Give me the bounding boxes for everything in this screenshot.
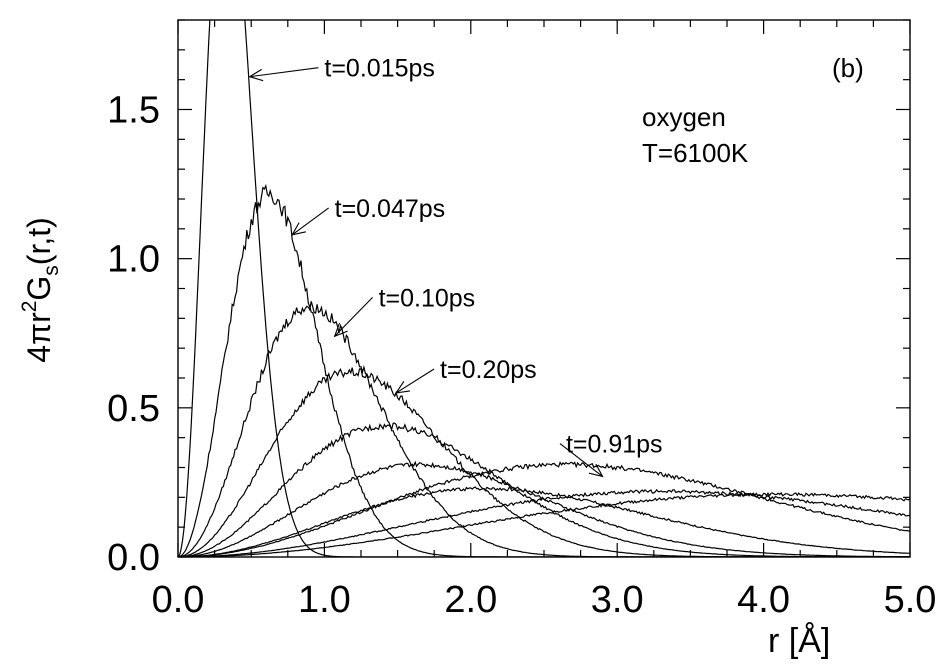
y-title-pre: 4πr	[21, 312, 57, 363]
x-tick-label: 5.0	[884, 579, 937, 621]
y-tick-label: 1.0	[107, 239, 160, 281]
annotation-label: t=0.20ps	[440, 356, 537, 384]
van-hove-curve	[178, 460, 910, 557]
annotation-arrow	[249, 67, 319, 78]
x-axis-title: r [Å]	[768, 622, 830, 660]
van-hove-curve	[178, 486, 910, 557]
x-tick-label: 2.0	[444, 579, 497, 621]
annotation-label: t=0.10ps	[379, 284, 476, 312]
y-title-sup: 2	[18, 301, 41, 313]
van-hove-curve	[178, 461, 910, 557]
species-label: oxygen	[642, 102, 726, 132]
y-title-post: (r,t)	[21, 217, 57, 265]
annotation-arrow	[334, 297, 373, 337]
panel-label: (b)	[832, 53, 864, 83]
curve-series	[178, 20, 910, 557]
annotation-arrow	[395, 368, 435, 394]
axis-ticks: 0.0 1.0 2.0 3.0 4.0 5.0 0.0 0.5 1.0 1.5	[107, 19, 937, 621]
van-hove-curve	[178, 422, 910, 557]
y-title-sub: s	[40, 265, 63, 276]
y-tick-label: 0.0	[107, 537, 160, 579]
y-tick-label: 0.5	[107, 388, 160, 430]
x-tick-label: 1.0	[298, 579, 351, 621]
van-hove-curve	[178, 183, 910, 557]
y-title-mid: G	[21, 276, 57, 301]
van-hove-curve	[178, 20, 910, 557]
y-axis-title: 4πr2Gs(r,t)	[18, 217, 63, 363]
annotation-label: t=0.91ps	[566, 431, 663, 459]
van-hove-curve	[178, 491, 910, 557]
annotation-arrow	[291, 207, 329, 236]
annotation-arrowhead	[291, 222, 306, 236]
van-hove-curve	[178, 367, 910, 557]
annotation-arrowhead	[333, 322, 348, 338]
curve-annotations: t=0.015ps t=0.047ps t=0.10ps t=0.20ps t=0.91…	[248, 55, 663, 478]
annotation-arrow	[559, 443, 603, 477]
y-tick-label: 1.5	[107, 90, 160, 132]
temperature-label: T=6100K	[642, 138, 749, 168]
annotation-label: t=0.047ps	[335, 195, 446, 223]
annotation-arrowhead	[588, 463, 604, 478]
annotation-arrowhead	[248, 68, 264, 82]
x-tick-label: 0.0	[152, 579, 205, 621]
van-hove-curve	[178, 301, 910, 557]
x-tick-label: 3.0	[591, 579, 644, 621]
annotation-label: t=0.015ps	[324, 55, 435, 83]
plot-frame	[177, 19, 911, 558]
annotation-arrowhead	[394, 380, 411, 394]
x-tick-label: 4.0	[737, 579, 790, 621]
van-hove-curve	[178, 488, 910, 557]
